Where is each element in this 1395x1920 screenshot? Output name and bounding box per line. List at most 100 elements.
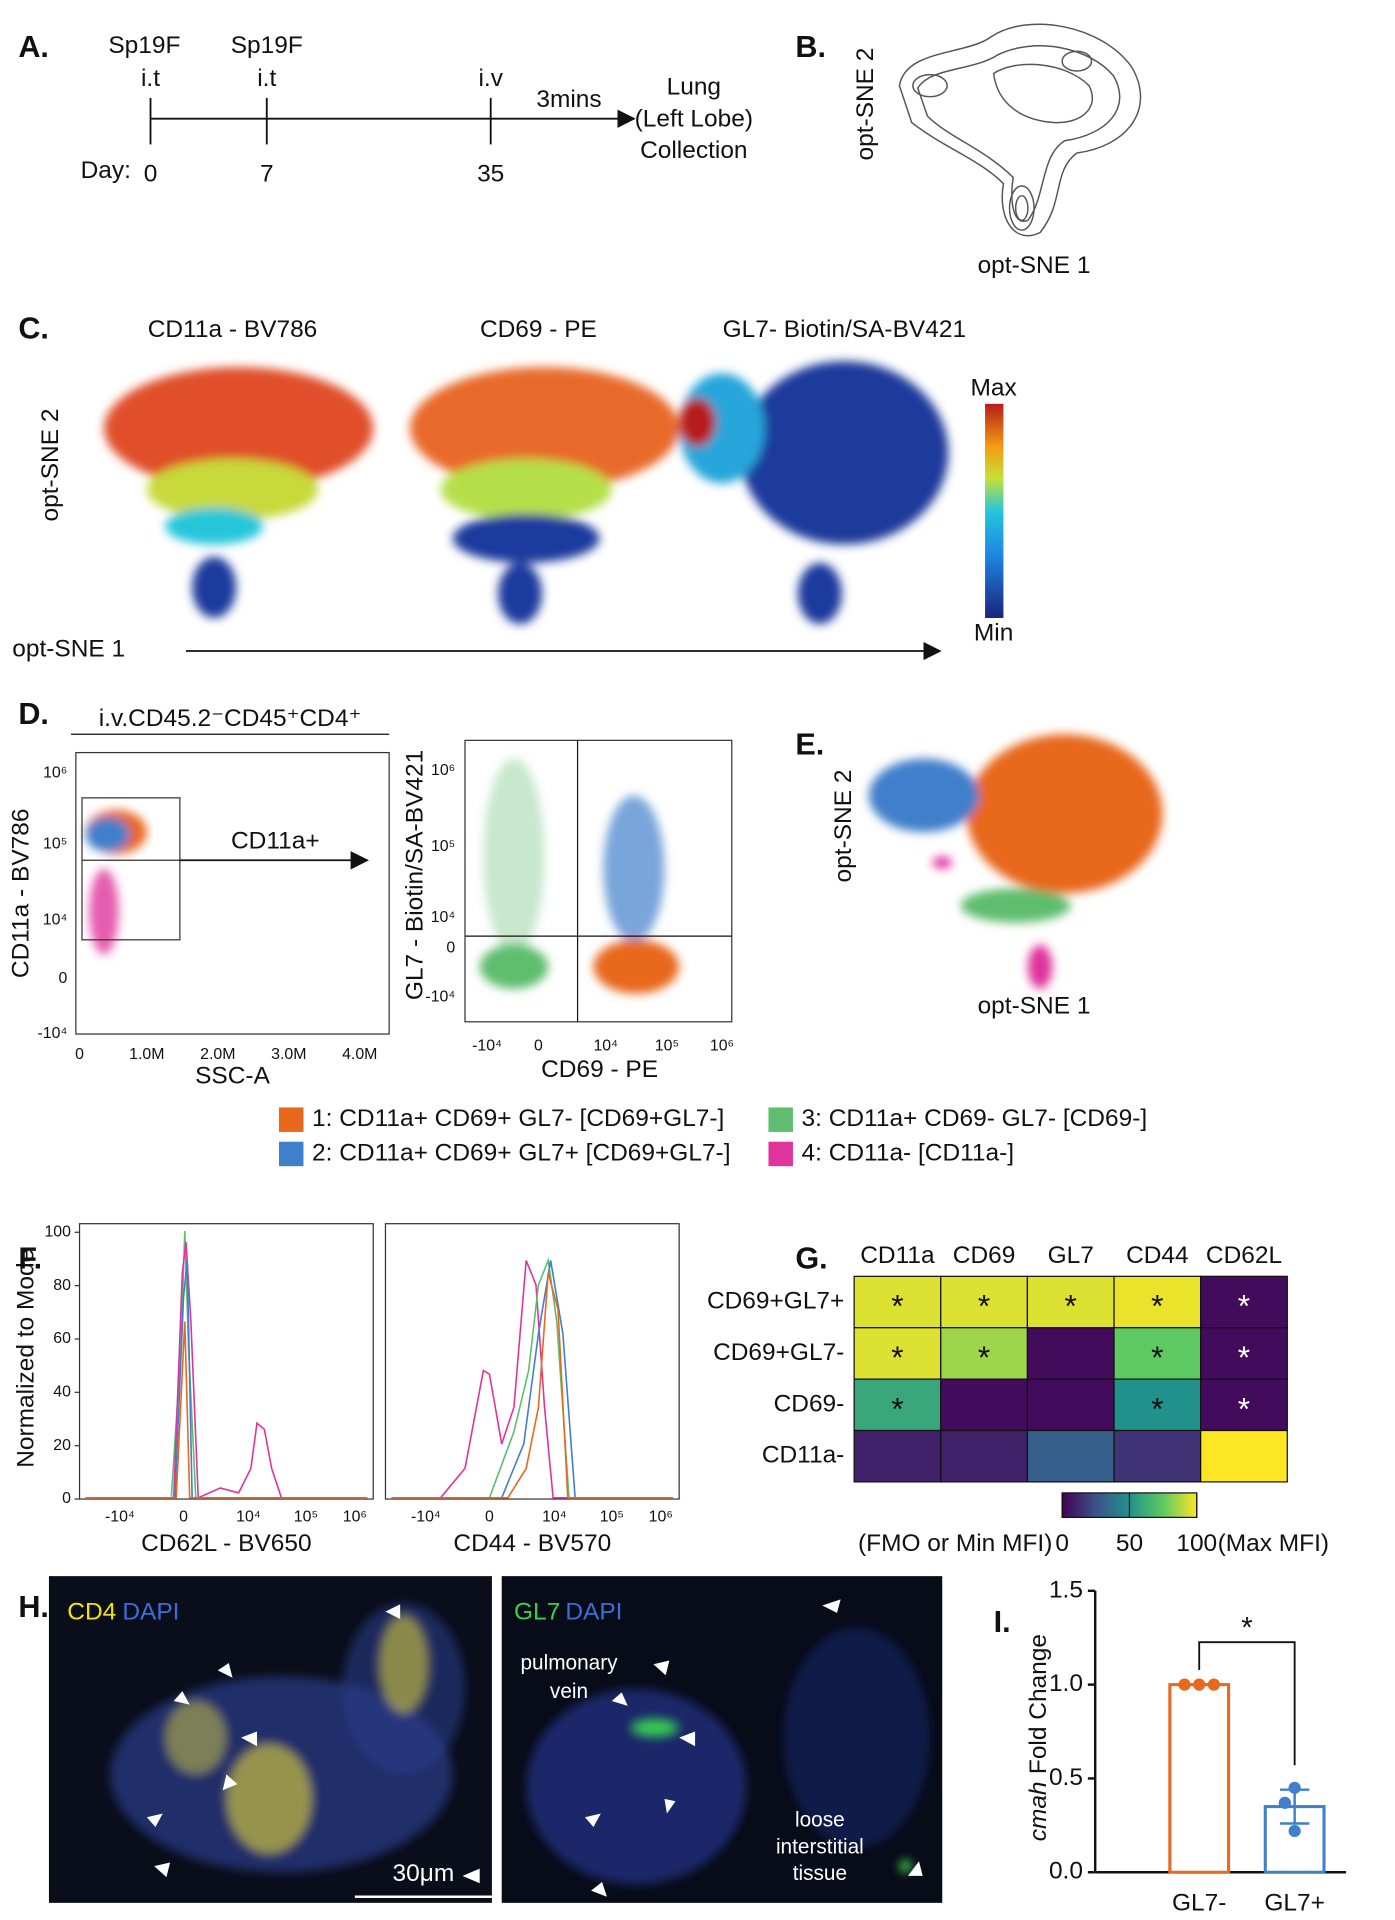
y-axis-text: Fold Change — [1026, 1634, 1053, 1774]
legend-swatch — [279, 1141, 304, 1167]
events — [479, 758, 680, 994]
stain-label: DAPI — [565, 1598, 622, 1625]
data-point — [1193, 1678, 1206, 1691]
significance-label: * — [1241, 1612, 1252, 1645]
y-tick-label: 0 — [58, 970, 67, 987]
agent: Sp19F — [231, 32, 303, 59]
day: 35 — [477, 160, 504, 187]
significance-bracket — [1198, 1641, 1296, 1766]
y-tick-label: 0.5 — [1049, 1764, 1083, 1791]
day: 0 — [144, 160, 158, 187]
colorbar-tick-label: 50 — [1116, 1530, 1143, 1557]
y-tick-label: 10⁵ — [431, 838, 455, 855]
heatmap-cell — [940, 1275, 1029, 1329]
interval: 3mins — [536, 86, 601, 113]
heatmap-cell — [1113, 1275, 1202, 1329]
heatmap-cell — [1113, 1378, 1202, 1432]
y-axis-label: CD11a - BV786 — [7, 809, 34, 979]
column-label: CD69 — [953, 1242, 1016, 1269]
significance-mark: * — [891, 1390, 903, 1426]
legend-label: 1: CD11a+ CD69+ GL7- [CD69+GL7-] — [312, 1105, 724, 1132]
y-tick-label: 60 — [53, 1330, 71, 1347]
x-tick-label: 10⁴ — [593, 1037, 618, 1054]
x-tick-label: 10⁴ — [236, 1509, 261, 1526]
x-tick-label: 4.0M — [342, 1046, 377, 1063]
y-tick-label: 10⁴ — [43, 911, 68, 928]
data-point — [1288, 1824, 1301, 1838]
colorbar-min-label: (FMO or Min MFI) — [858, 1530, 1052, 1557]
y-axis-label: cmah Fold Change — [1026, 1634, 1053, 1841]
agent: Sp19F — [108, 32, 180, 59]
heatmap-cell — [1113, 1327, 1202, 1380]
y-tick-label: 20 — [53, 1437, 71, 1454]
plot-frame — [384, 1223, 680, 1500]
route: i.t — [257, 65, 276, 92]
endpoint: Lung — [667, 74, 721, 101]
x-tick-label: 0 — [485, 1509, 494, 1526]
heatmap-cell — [1026, 1378, 1115, 1432]
row-label: CD11a- — [762, 1442, 845, 1469]
heatmap-cell — [940, 1378, 1029, 1432]
y-axis-label: opt-SNE 2 — [37, 409, 64, 522]
row-label: CD69- — [774, 1390, 845, 1417]
x-tick-label: 10⁵ — [600, 1509, 624, 1526]
panel-a: A. Sp19F i.t Sp19F i.t i.v 3mins Lung (L… — [18, 30, 753, 187]
x-tick-label: 10⁶ — [649, 1509, 673, 1526]
significance-mark: * — [1151, 1288, 1163, 1324]
x-tick-label: GL7+ — [1264, 1890, 1325, 1917]
y-axis-gene: cmah — [1026, 1781, 1053, 1841]
stain-label: GL7 — [514, 1598, 560, 1625]
heatmap-cell — [1113, 1429, 1202, 1483]
y-axis-label: opt-SNE 2 — [852, 48, 879, 161]
y-tick-label: 10⁶ — [431, 762, 455, 779]
significance-mark: * — [978, 1288, 990, 1324]
legend-label: 4: CD11a- [CD11a-] — [802, 1139, 1015, 1166]
y-tick-label: 1.5 — [1049, 1576, 1083, 1603]
annotation: loose — [795, 1808, 845, 1831]
panel-label: G. — [795, 1241, 827, 1275]
color-scale — [985, 403, 1004, 618]
y-tick-label: 40 — [53, 1384, 71, 1401]
legend: 1: CD11a+ CD69+ GL7- [CD69+GL7-] 2: CD11a… — [279, 1105, 1147, 1166]
day: 7 — [260, 160, 274, 187]
stain-label: CD4 — [67, 1598, 116, 1625]
x-tick-label: 0 — [179, 1509, 188, 1526]
y-tick-label: 80 — [53, 1277, 71, 1294]
panel-e: E. opt-SNE 2 opt-SNE 1 — [795, 728, 1163, 1020]
x-tick-label: 10⁶ — [343, 1509, 367, 1526]
y-tick-label: 0 — [62, 1490, 71, 1507]
data-point — [1178, 1678, 1191, 1691]
scale-bar-label: 30μm — [393, 1860, 455, 1887]
x-axis-label: SSC-A — [195, 1062, 270, 1089]
row-label: CD69+GL7- — [713, 1339, 844, 1366]
plot-frame — [78, 1223, 374, 1500]
gate-label: CD11a+ — [231, 827, 320, 854]
y-tick-label: 10⁵ — [43, 836, 67, 853]
x-tick-label: GL7- — [1172, 1890, 1226, 1917]
panel-i: I. cmah Fold Change 0.0 0.5 1.0 1.5 GL7- GL7+ * — [994, 1576, 1347, 1917]
annotation: tissue — [793, 1862, 847, 1885]
heatmap-cell — [1200, 1275, 1288, 1329]
panel-label: A. — [18, 30, 49, 64]
legend-label: 3: CD11a+ CD69- GL7- [CD69-] — [802, 1105, 1148, 1132]
x-tick-label: -10⁴ — [472, 1037, 502, 1054]
x-axis-label: CD44 - BV570 — [453, 1530, 611, 1557]
plot-frame — [75, 751, 390, 1035]
y-tick-label: 10⁴ — [431, 909, 456, 926]
heatmap-cell — [1026, 1327, 1115, 1380]
data-point — [1278, 1796, 1291, 1809]
panel-d: D. i.v.CD45.2⁻CD45⁺CD4⁺ CD11a+ CD11a - B… — [7, 697, 733, 1089]
x-tick-label: 2.0M — [200, 1046, 235, 1063]
significance-mark: * — [891, 1339, 903, 1375]
heatmap-cell — [1026, 1429, 1115, 1483]
data-point — [1288, 1781, 1301, 1794]
column-label: GL7 — [1048, 1242, 1094, 1269]
colorbar-max-label: (Max MFI) — [1218, 1530, 1329, 1557]
significance-mark: * — [1238, 1339, 1250, 1375]
column-label: CD11a — [860, 1242, 935, 1269]
gate-title: i.v.CD45.2⁻CD45⁺CD4⁺ — [99, 705, 362, 732]
annotation: vein — [550, 1680, 588, 1703]
x-axis-label: opt-SNE 1 — [12, 635, 125, 662]
panel-b: B. opt-SNE 2 opt-SNE 1 — [795, 23, 1142, 279]
column-label: CD62L — [1206, 1242, 1282, 1269]
